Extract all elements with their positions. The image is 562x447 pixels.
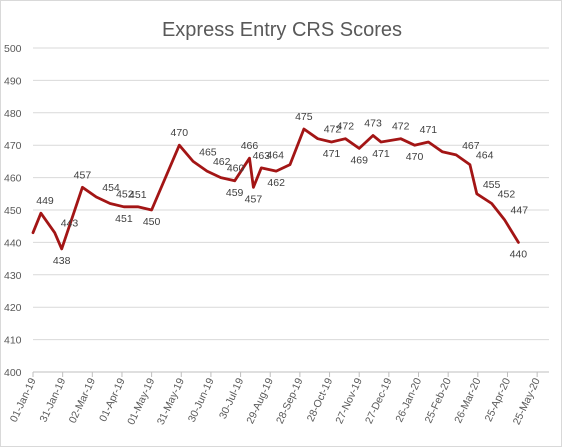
x-tick-label: 30-Jul-19 bbox=[217, 376, 246, 421]
x-tick-label: 30-Jun-19 bbox=[186, 376, 217, 424]
data-label: 472 bbox=[324, 124, 342, 136]
y-tick-label: 490 bbox=[4, 75, 22, 87]
y-tick-label: 400 bbox=[4, 367, 22, 379]
x-tick-label: 01-Apr-19 bbox=[97, 376, 128, 424]
data-label: 459 bbox=[226, 187, 244, 199]
data-label: 470 bbox=[406, 151, 424, 163]
chart-title: Express Entry CRS Scores bbox=[161, 19, 403, 41]
data-label: 464 bbox=[476, 150, 494, 162]
data-label: 450 bbox=[143, 216, 161, 228]
x-tick-label: 25-Apr-20 bbox=[483, 376, 514, 424]
data-label: 443 bbox=[61, 218, 79, 230]
data-label: 457 bbox=[74, 169, 92, 181]
data-label: 470 bbox=[171, 127, 189, 139]
x-tick-label: 02-Mar-19 bbox=[67, 376, 98, 425]
x-tick-label: 28-Sep-19 bbox=[274, 376, 306, 426]
data-label: 472 bbox=[337, 121, 355, 133]
y-tick-label: 420 bbox=[4, 302, 22, 314]
data-label: 454 bbox=[102, 182, 120, 194]
data-label: 463 bbox=[253, 150, 271, 162]
series-line-0 bbox=[31, 127, 520, 251]
y-tick-label: 440 bbox=[4, 237, 22, 249]
x-tick-label: 29-Aug-19 bbox=[244, 376, 276, 426]
y-tick-label: 410 bbox=[4, 335, 22, 347]
data-label: 471 bbox=[420, 124, 438, 136]
data-label: 440 bbox=[510, 248, 528, 260]
data-label: 469 bbox=[350, 154, 368, 166]
data-label: 464 bbox=[266, 150, 284, 162]
data-label: 465 bbox=[199, 146, 217, 158]
data-label: 447 bbox=[511, 205, 529, 217]
x-tick-label: 25-May-20 bbox=[511, 376, 543, 427]
data-label: 475 bbox=[295, 111, 313, 123]
data-label: 451 bbox=[129, 189, 147, 201]
y-tick-label: 500 bbox=[4, 43, 22, 55]
y-tick-label: 450 bbox=[4, 205, 22, 217]
x-tick-label: 31-May-19 bbox=[155, 376, 187, 427]
x-tick-label: 31-Jan-19 bbox=[38, 376, 69, 424]
x-tick-label: 01-May-19 bbox=[125, 376, 157, 427]
y-tick-label: 460 bbox=[4, 173, 22, 185]
data-label: 449 bbox=[36, 195, 54, 207]
y-tick-label: 430 bbox=[4, 270, 22, 282]
y-tick-label: 480 bbox=[4, 108, 22, 120]
data-label: 438 bbox=[53, 255, 71, 267]
x-tick-label: 26-Jan-20 bbox=[393, 376, 424, 424]
data-label: 467 bbox=[462, 140, 480, 152]
x-tick-label: 27-Dec-19 bbox=[363, 376, 395, 426]
data-label: 452 bbox=[498, 189, 516, 201]
y-tick-label: 470 bbox=[4, 140, 22, 152]
data-label: 472 bbox=[392, 121, 410, 133]
data-label: 462 bbox=[267, 177, 285, 189]
data-label: 471 bbox=[372, 148, 390, 160]
data-label: 471 bbox=[323, 148, 341, 160]
x-tick-label: 25-Feb-20 bbox=[423, 376, 454, 425]
data-label: 462 bbox=[213, 156, 231, 168]
data-label: 466 bbox=[241, 140, 259, 152]
data-label: 455 bbox=[483, 179, 501, 191]
data-label: 460 bbox=[227, 163, 245, 175]
x-tick-label: 01-Jan-19 bbox=[8, 376, 39, 424]
data-label: 457 bbox=[245, 193, 263, 205]
x-tick-label: 28-Oct-19 bbox=[305, 376, 336, 424]
data-label: 452 bbox=[116, 189, 134, 201]
x-tick-label: 27-Nov-19 bbox=[333, 376, 365, 426]
data-label: 451 bbox=[115, 213, 133, 225]
x-tick-label: 26-Mar-20 bbox=[452, 376, 483, 425]
data-label: 473 bbox=[364, 117, 382, 129]
